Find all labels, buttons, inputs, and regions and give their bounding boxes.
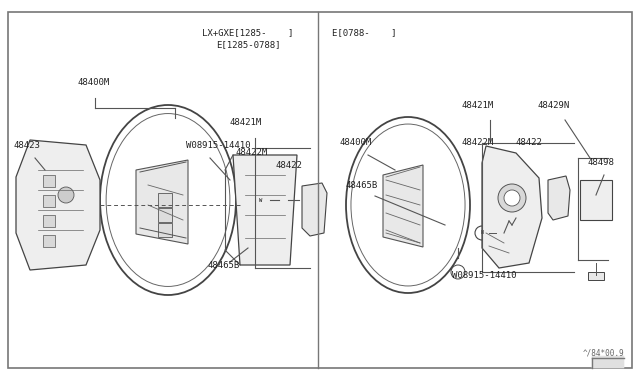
Bar (588, 272, 604, 280)
Bar (580, 180, 612, 220)
Text: 48423: 48423 (13, 141, 40, 150)
Text: W: W (481, 231, 483, 235)
Text: 48422M: 48422M (462, 138, 494, 147)
Text: LX+GXE[1285-    ]: LX+GXE[1285- ] (202, 28, 294, 37)
Text: 48421M: 48421M (229, 118, 261, 127)
Text: 48465B: 48465B (345, 181, 377, 190)
Circle shape (496, 229, 504, 237)
Circle shape (498, 184, 526, 212)
Text: E[0788-    ]: E[0788- ] (332, 28, 397, 37)
Bar (43, 175, 55, 187)
Polygon shape (548, 176, 570, 220)
Polygon shape (482, 146, 542, 268)
Bar (158, 208, 172, 222)
Text: 48400M: 48400M (340, 138, 372, 147)
Text: 48422M: 48422M (235, 148, 268, 157)
Text: W08915-14410: W08915-14410 (186, 141, 250, 150)
Text: 48400M: 48400M (78, 78, 110, 87)
Polygon shape (383, 165, 423, 247)
Text: 48422: 48422 (516, 138, 543, 147)
Polygon shape (136, 160, 188, 244)
Text: 48421M: 48421M (462, 101, 494, 110)
Text: ^/84*00.9: ^/84*00.9 (582, 349, 624, 358)
Bar (43, 215, 55, 227)
Circle shape (504, 190, 520, 206)
Bar (158, 193, 172, 207)
Bar (43, 235, 55, 247)
Text: E[1285-0788]: E[1285-0788] (216, 40, 280, 49)
Text: W: W (259, 198, 262, 202)
Text: 48498: 48498 (588, 158, 615, 167)
Circle shape (252, 191, 270, 209)
Bar (43, 195, 55, 207)
Circle shape (58, 187, 74, 203)
Text: W08915-14410: W08915-14410 (452, 271, 516, 280)
Text: 48422: 48422 (275, 161, 302, 170)
Circle shape (475, 226, 489, 240)
Polygon shape (233, 155, 297, 265)
Text: 48465B: 48465B (208, 261, 240, 270)
FancyBboxPatch shape (592, 356, 624, 368)
Polygon shape (302, 183, 327, 236)
Polygon shape (16, 140, 100, 270)
Text: 48429N: 48429N (538, 101, 570, 110)
Bar (158, 223, 172, 237)
Circle shape (278, 195, 288, 205)
